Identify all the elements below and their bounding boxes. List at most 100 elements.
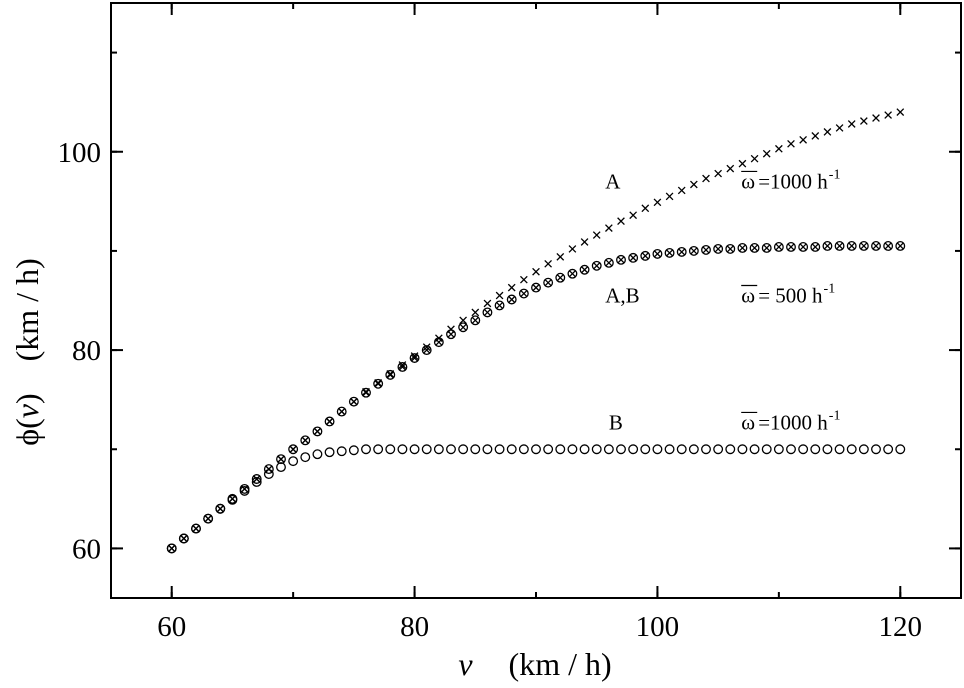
data-point (276, 454, 286, 465)
data-point (421, 444, 432, 455)
data-point (786, 444, 796, 455)
data-point (872, 114, 880, 122)
series-cross (167, 108, 905, 553)
data-point (397, 361, 408, 372)
omega-value: = 500 h (758, 283, 823, 307)
data-point (532, 267, 540, 276)
data-point (544, 259, 553, 268)
data-point (749, 444, 760, 455)
data-point (458, 444, 469, 455)
omega-symbol: ω (741, 169, 755, 193)
data-point (166, 543, 177, 554)
x-axis-var: v (458, 646, 473, 682)
data-point (701, 444, 711, 455)
x-axis-units: (km / h) (509, 646, 612, 682)
y-axis-units: (km / h) (9, 258, 45, 361)
data-point (628, 252, 639, 263)
data-point (483, 299, 492, 308)
data-point (737, 242, 748, 253)
y-axis-label: ϕ(v) (km / h) (9, 258, 45, 445)
series-circle (166, 444, 906, 554)
data-point (641, 204, 650, 213)
data-point (506, 294, 517, 305)
data-point (591, 444, 602, 455)
data-point (640, 444, 651, 455)
data-point (555, 272, 566, 283)
data-point (616, 254, 626, 265)
data-point (846, 444, 857, 455)
data-point (494, 300, 505, 311)
data-point (495, 291, 504, 300)
data-point (567, 444, 578, 455)
data-point (823, 128, 832, 136)
data-point (652, 248, 663, 259)
data-point (604, 224, 613, 232)
data-point (518, 444, 529, 455)
data-point (507, 283, 516, 292)
data-point (591, 260, 602, 271)
data-point (288, 456, 299, 467)
x-tick-label: 100 (636, 611, 680, 643)
data-point (883, 444, 894, 455)
data-point (883, 241, 894, 251)
data-point (203, 513, 214, 524)
data-point (603, 257, 614, 268)
data-point (725, 444, 736, 455)
data-point (556, 253, 565, 261)
data-point (373, 378, 384, 389)
data-point (361, 444, 371, 455)
data-point (567, 268, 578, 279)
data-point (433, 337, 444, 348)
data-point (409, 353, 420, 363)
data-point (518, 288, 529, 299)
data-point (652, 444, 663, 455)
data-point (822, 444, 833, 455)
data-point (665, 192, 674, 201)
x-tick-label: 120 (879, 611, 923, 643)
annotation-label: B (609, 410, 623, 434)
data-point (470, 444, 481, 455)
data-point (446, 329, 456, 340)
y-tick-label: 80 (72, 335, 101, 367)
data-point (653, 198, 662, 207)
data-point (300, 452, 311, 463)
data-point (568, 245, 577, 253)
data-point (871, 444, 881, 455)
x-tick-label: 80 (400, 611, 429, 643)
data-point (773, 444, 784, 455)
series-layer (166, 108, 906, 554)
annotation-ab: A,B ω = 500 h -1 (605, 281, 835, 307)
data-point (714, 169, 723, 178)
data-point (895, 444, 906, 455)
data-point (774, 144, 783, 153)
y-axis-func: ϕ( (9, 418, 45, 446)
y-tick-label: 60 (72, 533, 101, 565)
data-point (579, 444, 590, 455)
x-axis-label: v (km / h) (458, 646, 611, 682)
data-point (324, 416, 335, 427)
data-point (519, 275, 528, 284)
data-point (580, 238, 589, 246)
data-point (737, 444, 748, 455)
data-point (798, 241, 809, 252)
data-point (676, 246, 687, 257)
data-point (835, 124, 844, 132)
data-point (385, 369, 396, 380)
data-point (603, 444, 614, 455)
data-point (251, 477, 262, 487)
data-point (676, 444, 687, 455)
data-point (239, 485, 250, 496)
data-point (239, 483, 250, 494)
data-point (810, 241, 821, 252)
omega-symbol: ω (741, 410, 755, 434)
data-point (312, 449, 323, 460)
data-point (300, 435, 311, 446)
data-point (895, 241, 906, 251)
data-point (834, 444, 845, 455)
annotation-label: A (605, 169, 621, 193)
omega-exponent: -1 (829, 408, 841, 423)
data-point (531, 282, 541, 293)
data-point (713, 444, 724, 455)
